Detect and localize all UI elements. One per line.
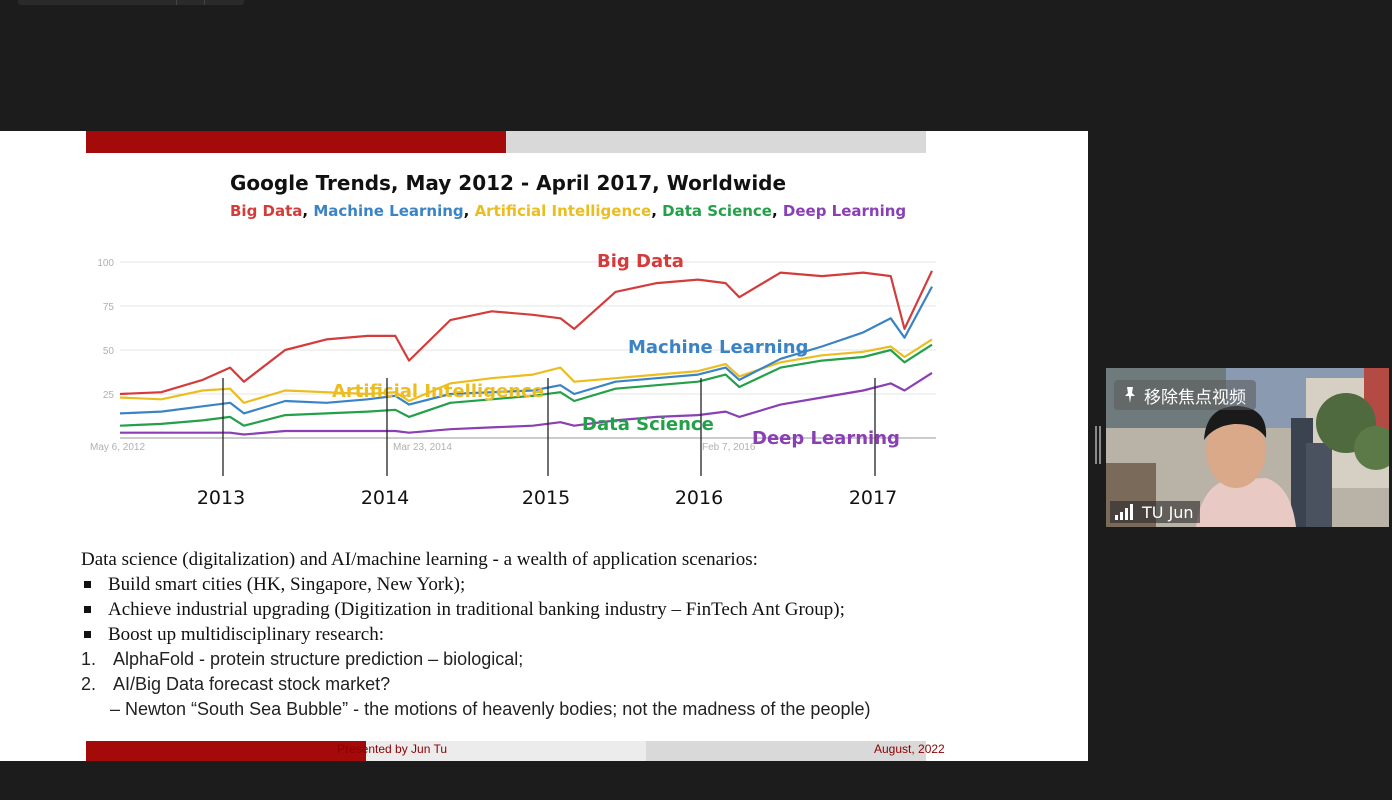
sub-line: – Newton “South Sea Bubble” - the motion… [110, 699, 871, 719]
slide-body: Data science (digitalization) and AI/mac… [81, 547, 1081, 722]
series-line [119, 343, 933, 427]
trends-chart: 25 50 75 100 May 6, 2012 Mar 23, 2014 Feb 7, 2… [90, 251, 936, 509]
series-line [120, 371, 933, 436]
series-line [119, 270, 933, 396]
pin-icon [1125, 387, 1135, 403]
item-number: 1. [81, 649, 97, 669]
series-annotation: Machine Learning [628, 337, 808, 358]
x-date-label: May 6, 2012 [90, 442, 145, 453]
bullet-icon [81, 597, 108, 622]
numbered-item: 2. AI/Big Data forecast stock market? [81, 672, 1081, 697]
series-annotation: Big Data [597, 251, 684, 272]
y-tick-label: 100 [97, 258, 114, 269]
item-text: AI/Big Data forecast stock market? [113, 674, 391, 694]
slide-header-band-gray [506, 131, 926, 153]
shared-slide: Google Trends, May 2012 - April 2017, Wo… [0, 131, 1088, 761]
legend-entry: Machine Learning [313, 202, 464, 220]
x-year-label: 2015 [522, 487, 570, 509]
series-annotation: Deep Learning [752, 428, 900, 449]
x-date-label: Feb 7, 2016 [702, 442, 756, 453]
legend-entry: Artificial Intelligence [474, 202, 652, 220]
legend-entry: Data Science [662, 202, 772, 220]
video-frame [1106, 368, 1389, 527]
participant-video[interactable]: 移除焦点视频 TU Jun [1106, 368, 1389, 527]
footer-gray [646, 741, 926, 761]
x-date-label: Mar 23, 2014 [393, 442, 452, 453]
bullet-text: Build smart cities (HK, Singapore, New Y… [108, 574, 466, 595]
series-annotation: Artificial Intelligence [332, 381, 544, 402]
x-year-label: 2014 [361, 487, 409, 509]
y-tick-label: 75 [103, 302, 115, 313]
chart-title: Google Trends, May 2012 - April 2017, Wo… [230, 171, 787, 195]
series-annotation: Data Science [582, 414, 714, 435]
x-year-label: 2017 [849, 487, 897, 509]
bullet-icon [81, 622, 108, 647]
signal-strength-icon [1115, 504, 1133, 520]
bullet-item: Build smart cities (HK, Singapore, New Y… [81, 572, 1081, 597]
y-tick-label: 50 [103, 346, 115, 357]
legend-entry: Big Data [230, 202, 303, 220]
bullet-text: Boost up multidisciplinary research: [108, 624, 384, 645]
legend-entry: Deep Learning [782, 202, 907, 220]
bullet-icon [81, 572, 108, 597]
footer-presenter: Presented by Jun Tu [337, 742, 448, 756]
legend-separator: , [651, 202, 663, 220]
footer-date: August, 2022 [874, 742, 945, 756]
unpin-video-button[interactable]: 移除焦点视频 [1114, 380, 1256, 410]
slide-header-band [86, 131, 506, 153]
toolbar-stub [18, 0, 244, 5]
numbered-item: 1. AlphaFold - protein structure predicti… [81, 647, 1081, 672]
panel-resize-handle[interactable] [1095, 426, 1101, 464]
slide-footer-band [86, 741, 952, 761]
intro-text: Data science (digitalization) and AI/mac… [81, 549, 758, 570]
unpin-label: 移除焦点视频 [1144, 387, 1246, 408]
legend-separator: , [302, 202, 314, 220]
x-year-label: 2016 [675, 487, 723, 509]
series-line [119, 338, 933, 404]
chart-legend: Big Data, Machine Learning, Artificial I… [230, 202, 906, 220]
bullet-item: Achieve industrial upgrading (Digitizati… [81, 597, 1081, 622]
participant-name: TU Jun [1142, 502, 1194, 522]
bullet-text: Achieve industrial upgrading (Digitizati… [108, 599, 845, 620]
item-number: 2. [81, 674, 97, 694]
legend-separator: , [463, 202, 475, 220]
y-tick-label: 25 [103, 390, 115, 401]
participant-name-tag: TU Jun [1110, 501, 1200, 523]
footer-red [86, 741, 366, 761]
bullet-item: Boost up multidisciplinary research: [81, 622, 1081, 647]
legend-separator: , [771, 202, 783, 220]
x-year-label: 2013 [197, 487, 245, 509]
footer-light [366, 741, 646, 761]
item-text: AlphaFold - protein structure prediction… [113, 649, 524, 669]
series-line [119, 286, 933, 415]
